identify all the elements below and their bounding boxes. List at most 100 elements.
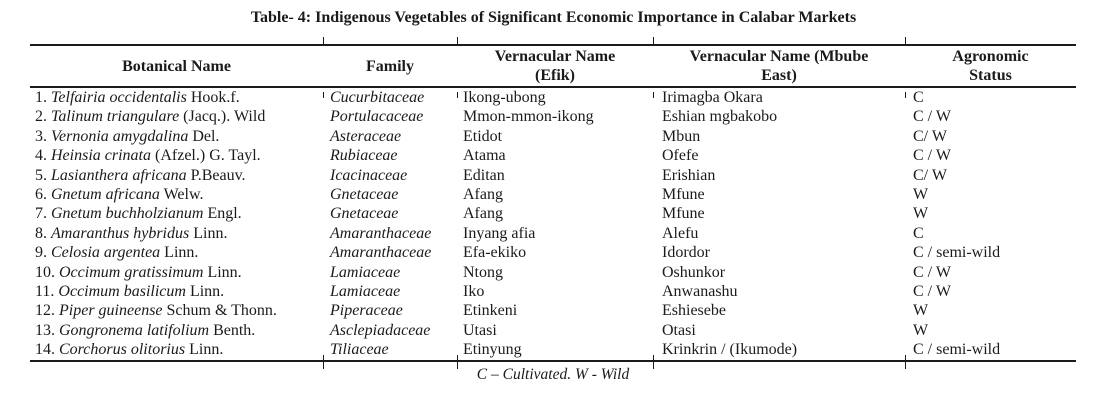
scientific-name: Heinsia crinata [51, 147, 151, 165]
agronomic-status-cell: C / semi-wild [913, 341, 1001, 359]
row-number: 14. [35, 341, 55, 359]
row-number: 9. [35, 244, 47, 262]
row-number: 4. [35, 147, 47, 165]
column-header-botanical-name: Botanical Name [30, 45, 323, 88]
table-row: 4. Heinsia crinata (Afzel.) G. Tayl. Rub… [30, 146, 1076, 165]
vernacular-mbube-cell: Alefu [662, 224, 699, 242]
vernacular-efik-cell: Afang [463, 205, 503, 223]
row-number: 7. [35, 205, 47, 223]
vernacular-efik-cell: Afang [463, 186, 503, 204]
vernacular-mbube-cell: Irimagba Okara [662, 89, 763, 106]
vernacular-efik-cell: Atama [463, 147, 506, 165]
agronomic-status-cell: C / W [913, 263, 951, 281]
row-number: 12. [35, 302, 55, 320]
table-row: 9. Celosia argentea Linn. Amaranthaceae … [30, 243, 1076, 262]
scientific-name: Corchorus olitorius [59, 341, 186, 359]
vernacular-mbube-cell: Mfune [662, 205, 705, 223]
authority-abbreviation: (Afzel.) G. Tayl. [155, 147, 261, 165]
table-container: Botanical Name Family Vernacular Name (E… [30, 37, 1076, 369]
vernacular-mbube-cell: Krinkrin / (Ikumode) [662, 341, 798, 359]
agronomic-status-cell: C / W [913, 283, 951, 301]
botanical-name-cell: 14. Corchorus olitorius Linn. [30, 340, 323, 360]
authority-abbreviation: Engl. [207, 205, 242, 223]
family-cell: Amaranthaceae [330, 224, 432, 242]
family-cell: Gnetaceae [330, 186, 399, 204]
authority-abbreviation: Linn. [193, 224, 228, 242]
authority-abbreviation: Linn. [189, 283, 225, 301]
agronomic-status-cell: W [913, 205, 929, 223]
column-separator-tick [323, 355, 324, 369]
vernacular-mbube-cell: Mbun [662, 127, 701, 145]
vernacular-efik-cell: Efa-ekiko [463, 244, 527, 262]
family-cell: Gnetaceae [330, 205, 399, 223]
vernacular-mbube-cell: Otasi [662, 321, 696, 339]
scientific-name: Gnetum buchholzianum [51, 205, 204, 223]
column-separator-tick [323, 37, 324, 44]
vernacular-efik-cell: Etidot [463, 127, 503, 145]
table-row: 13. Gongronema latifolium Benth. Asclepi… [30, 321, 1076, 340]
scientific-name: Lasianthera africana [51, 166, 187, 184]
row-number: 2. [35, 108, 47, 126]
family-cell: Tiliaceae [330, 341, 389, 359]
column-separator-tick [653, 355, 654, 369]
column-separator-tick [653, 92, 654, 98]
botanical-name-cell: 2. Talinum triangulare (Jacq.). Wild [30, 107, 323, 126]
column-separator-tick [323, 92, 324, 98]
botanical-name-cell: 4. Heinsia crinata (Afzel.) G. Tayl. [30, 146, 323, 165]
column-separator-tick [653, 37, 654, 44]
botanical-name-cell: 9. Celosia argentea Linn. [30, 243, 323, 262]
scientific-name: Gongronema latifolium [59, 321, 210, 339]
table-row: 5. Lasianthera africana P.Beauv. Icacina… [30, 166, 1076, 185]
vernacular-efik-cell: Inyang afia [463, 224, 536, 242]
botanical-name-cell: 3. Vernonia amygdalina Del. [30, 127, 323, 146]
vernacular-efik-cell: Etinyung [463, 341, 522, 359]
table-title: Table- 4: Indigenous Vegetables of Signi… [250, 9, 857, 26]
authority-abbreviation: Hook.f. [190, 89, 240, 106]
row-number: 13. [35, 321, 55, 339]
vernacular-mbube-cell: Oshunkor [662, 263, 726, 281]
scientific-name: Occimum gratissimum [59, 263, 204, 281]
vernacular-efik-cell: Ikong-ubong [463, 89, 546, 106]
agronomic-status-cell: W [913, 321, 929, 339]
authority-abbreviation: Linn. [164, 244, 199, 262]
agronomic-status-cell: C / semi-wild [913, 244, 1001, 262]
authority-abbreviation: P.Beauv. [190, 166, 246, 184]
family-cell: Icacinaceae [330, 166, 408, 184]
botanical-name-cell: 11. Occimum basilicum Linn. [30, 282, 323, 301]
vegetables-table: Botanical Name Family Vernacular Name (E… [30, 44, 1076, 362]
vernacular-efik-cell: Editan [463, 166, 505, 184]
row-number: 8. [35, 224, 47, 242]
table-footnote: C – Cultivated. W - Wild [476, 366, 630, 383]
family-cell: Rubiaceae [330, 147, 398, 165]
column-separator-tick [457, 37, 458, 44]
table-row: 1. Telfairia occidentalis Hook.f. Cucurb… [30, 87, 1076, 107]
agronomic-status-cell: C / W [913, 108, 951, 126]
agronomic-status-cell: C/ W [913, 166, 947, 184]
agronomic-status-cell: C / W [913, 147, 951, 165]
table-row: 11. Occimum basilicum Linn. Lamiaceae Ik… [30, 282, 1076, 301]
row-number: 5. [35, 166, 47, 184]
family-cell: Lamiaceae [330, 263, 401, 281]
family-cell: Portulacaceae [330, 108, 424, 126]
vernacular-mbube-cell: Idordor [662, 244, 710, 262]
vernacular-mbube-cell: Eshiesebe [662, 302, 726, 320]
agronomic-status-cell: C [913, 224, 924, 242]
column-header-vernacular-mbube-east: Vernacular Name (Mbube East) [653, 45, 905, 88]
authority-abbreviation: Linn. [189, 341, 224, 359]
authority-abbreviation: Welw. [163, 186, 204, 204]
botanical-name-cell: 7. Gnetum buchholzianum Engl. [30, 204, 323, 223]
row-number: 3. [35, 127, 47, 145]
vernacular-efik-cell: Mmon-mmon-ikong [463, 108, 594, 126]
scientific-name: Amaranthus hybridus [51, 224, 190, 242]
table-header: Botanical Name Family Vernacular Name (E… [30, 45, 1076, 88]
botanical-name-cell: 10. Occimum gratissimum Linn. [30, 263, 323, 282]
row-number: 10. [35, 263, 55, 281]
column-separator-tick [457, 355, 458, 369]
table-body: 1. Telfairia occidentalis Hook.f. Cucurb… [30, 87, 1076, 361]
authority-abbreviation: Benth. [213, 321, 256, 339]
vernacular-mbube-cell: Mfune [662, 186, 705, 204]
authority-abbreviation: Schum & Thonn. [166, 302, 277, 320]
table-row: 14. Corchorus olitorius Linn. Tiliaceae … [30, 340, 1076, 360]
table-row: 6. Gnetum africana Welw. Gnetaceae Afang… [30, 185, 1076, 204]
table-row: 2. Talinum triangulare (Jacq.). Wild Por… [30, 107, 1076, 126]
